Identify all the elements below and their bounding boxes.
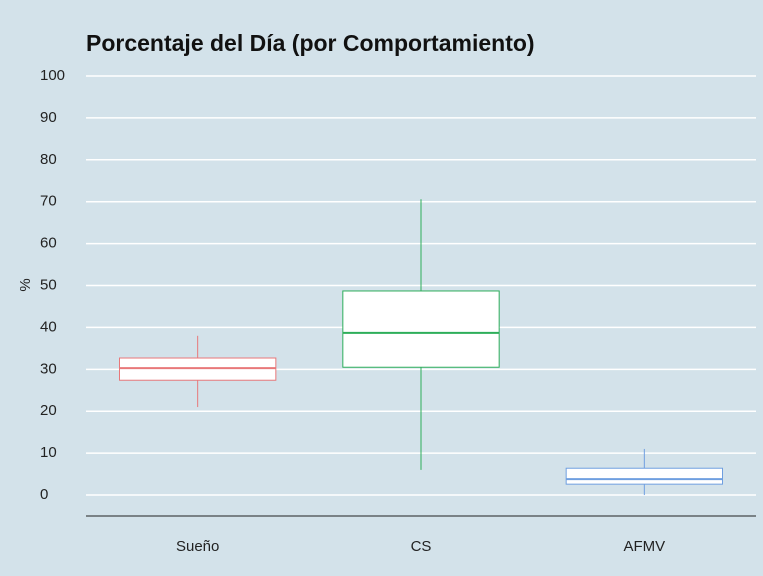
y-tick-label: 70 bbox=[40, 193, 57, 210]
y-axis-label: % bbox=[17, 278, 34, 291]
y-tick-label: 60 bbox=[40, 235, 57, 252]
box bbox=[565, 467, 724, 485]
y-tick-label: 0 bbox=[40, 486, 48, 503]
y-tick-label: 80 bbox=[40, 151, 57, 168]
x-tick-label: Sueño bbox=[176, 538, 219, 555]
chart-title: Porcentaje del Día (por Comportamiento) bbox=[86, 30, 535, 56]
y-tick-label: 40 bbox=[40, 318, 57, 335]
y-tick-label: 30 bbox=[40, 360, 57, 377]
y-tick-label: 10 bbox=[40, 444, 57, 461]
y-tick-label: 90 bbox=[40, 109, 57, 126]
y-tick-label: 100 bbox=[40, 67, 65, 84]
x-tick-label: CS bbox=[411, 538, 432, 555]
x-tick-label: AFMV bbox=[623, 538, 665, 555]
y-tick-label: 20 bbox=[40, 402, 57, 419]
box bbox=[342, 290, 500, 368]
box bbox=[119, 357, 277, 381]
y-tick-label: 50 bbox=[40, 276, 57, 293]
